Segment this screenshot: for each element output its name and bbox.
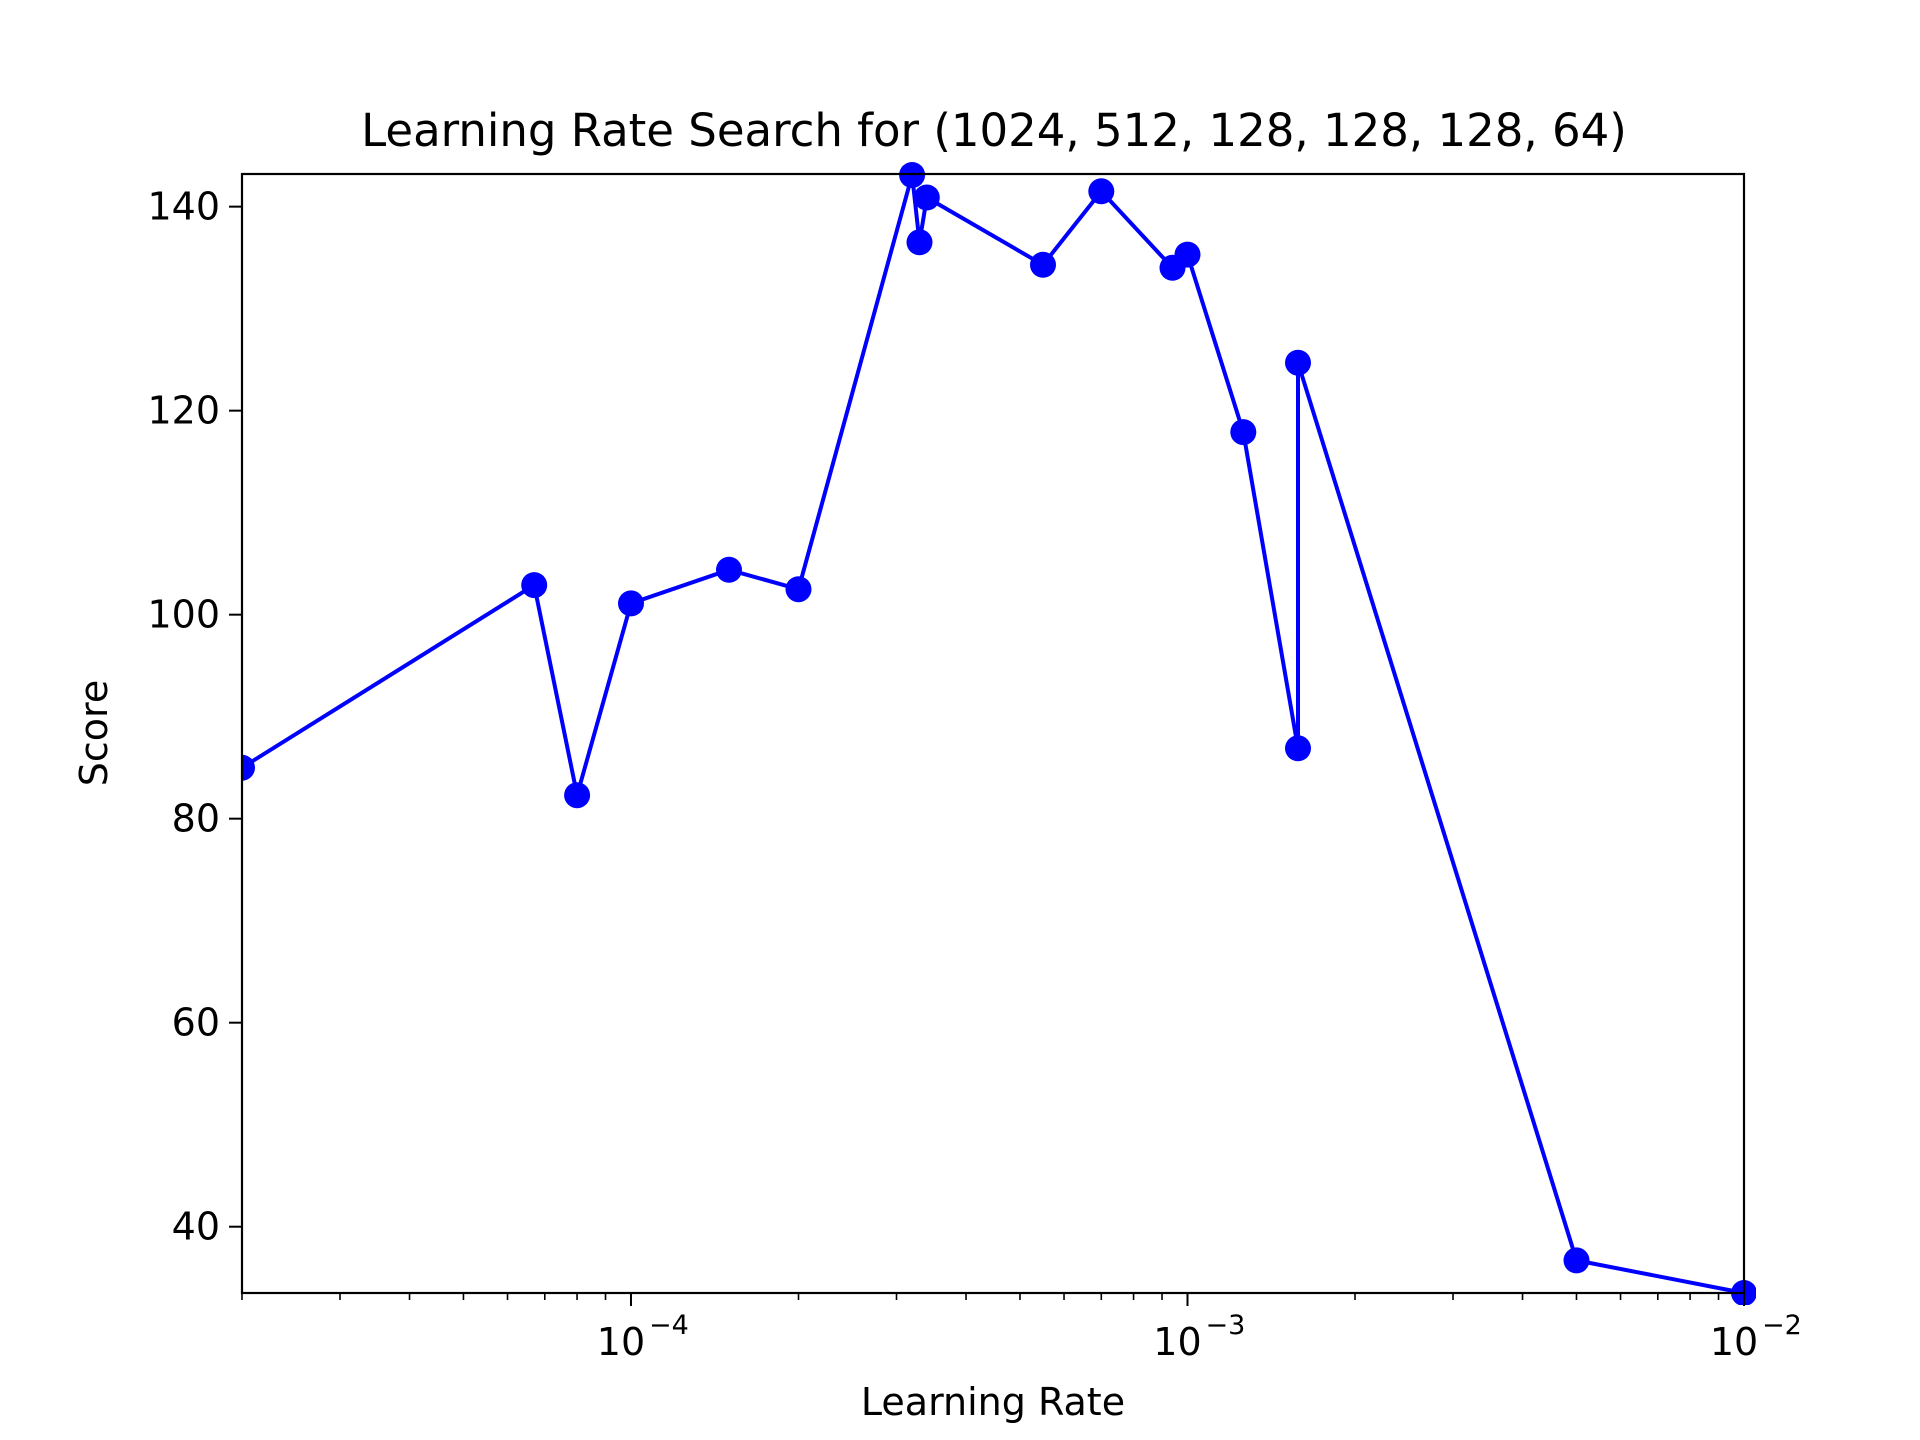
- x-tick-label-exponent: −4: [649, 1310, 689, 1341]
- x-tick-label: 10: [1153, 1320, 1201, 1364]
- y-tick-label: 100: [147, 593, 220, 637]
- data-point: [618, 590, 644, 617]
- data-point: [521, 572, 548, 599]
- y-tick-label: 40: [172, 1205, 220, 1249]
- series-line: [242, 173, 1745, 1295]
- data-point: [906, 229, 933, 256]
- data-point: [242, 754, 255, 781]
- plot-frame: [240, 172, 1746, 1295]
- y-tick-label: 60: [172, 1001, 220, 1045]
- data-point: [913, 184, 940, 211]
- data-point: [1088, 178, 1115, 205]
- y-axis: 40 60 80 100 120 140: [147, 185, 242, 1249]
- data-point: [716, 556, 742, 583]
- data-point: [1174, 241, 1201, 268]
- data-point: [1230, 419, 1257, 446]
- x-tick-label-exponent: −3: [1205, 1310, 1245, 1341]
- plot-area: [242, 162, 1756, 1305]
- x-axis-label: Learning Rate: [861, 1380, 1125, 1424]
- y-tick-label: 140: [147, 185, 220, 229]
- y-tick-label: 80: [172, 797, 220, 841]
- y-axis-label: Score: [72, 680, 116, 786]
- data-point: [1285, 735, 1311, 762]
- x-tick-label: 10: [597, 1320, 645, 1364]
- chart-title: Learning Rate Search for (1024, 512, 128…: [361, 104, 1627, 157]
- x-tick-label: 10: [1710, 1320, 1758, 1364]
- data-point: [1030, 251, 1056, 278]
- x-tick-label-exponent: −2: [1762, 1310, 1802, 1341]
- data-point: [1285, 349, 1311, 376]
- data-point: [1563, 1247, 1590, 1274]
- x-axis: 10 −4 10 −3 10 −2: [241, 1293, 1802, 1364]
- data-point: [785, 576, 812, 603]
- y-tick-label: 120: [147, 389, 220, 433]
- data-point: [564, 782, 591, 809]
